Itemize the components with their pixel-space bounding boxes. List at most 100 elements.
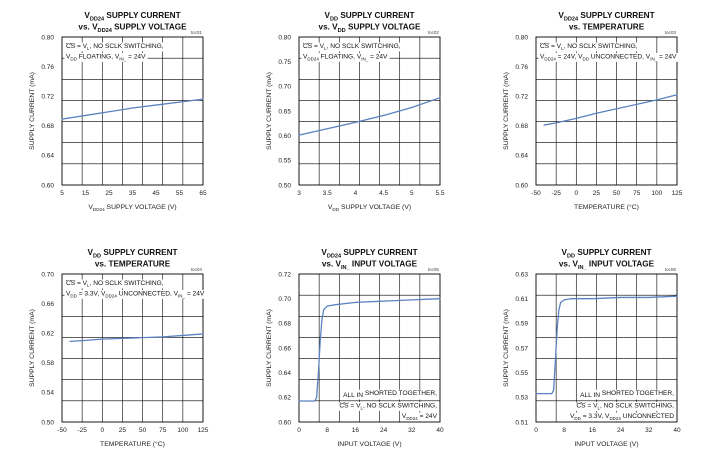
annotation-line: CS = VL, NO SCLK SWITCHING, [339,403,437,411]
x-tick-label: 32 [645,427,653,434]
figure-code: toc03 [665,30,677,35]
x-tick-label: 25 [119,427,127,434]
x-tick-label: 15 [82,190,90,197]
x-tick-label: 8 [325,427,329,434]
y-tick-label: 0.70 [278,84,291,91]
x-tick-label: 55 [176,190,184,197]
annotation-line: CS = VL, NO SCLK SWITCHING, [66,43,164,51]
x-axis-label: INPUT VOLTAGE (V) [574,441,638,448]
y-tick-label: 0.62 [278,395,291,402]
chart-title: VDD24 SUPPLY CURRENT [321,248,417,259]
y-tick-label: 0.60 [278,419,291,426]
figure-code: toc04 [191,267,203,272]
x-tick-label: 5 [60,190,64,197]
chart-annotation: ALL IN SHORTED TOGETHER, CS = VL, NO SCLK… [337,389,440,422]
x-tick-label: 45 [152,190,160,197]
y-tick-label: 0.68 [515,123,528,130]
y-tick-label: 0.64 [515,153,528,160]
x-tick-label: 32 [408,427,416,434]
x-tick-label: 0 [297,427,301,434]
chart-title: vs. VIN_ INPUT VOLTAGE [559,260,655,271]
x-tick-label: -25 [77,427,87,434]
x-tick-label: 0 [100,427,104,434]
y-tick-label: 0.70 [41,271,54,278]
y-tick-label: 0.60 [515,182,528,189]
y-tick-label: 0.54 [41,390,54,397]
y-tick-label: 0.51 [515,419,528,426]
y-tick-label: 0.76 [515,64,528,71]
y-axis-label: SUPPLY CURRENT (mA) [503,72,510,150]
y-tick-label: 0.64 [278,370,291,377]
x-tick-label: 35 [129,190,137,197]
x-tick-label: 25 [105,190,113,197]
y-tick-label: 0.60 [41,182,54,189]
chart-annotation: CS = VL, NO SCLK SWITCHING, VDD24 = 24V, … [538,42,679,62]
chart-annotation: CS = VL, NO SCLK SWITCHING, VDD24 FLOATIN… [301,42,403,62]
x-axis-label: INPUT VOLTAGE (V) [337,441,401,448]
x-tick-label: 5.5 [435,190,444,197]
y-tick-label: 0.75 [278,59,291,66]
y-tick-label: 0.50 [41,419,54,426]
x-tick-label: 16 [352,427,360,434]
x-axis-label: TEMPERATURE (°C) [574,203,639,211]
series-line [298,97,441,136]
chart-annotation: CS = VL, NO SCLK SWITCHING, VDD = 3.3V, V… [64,279,207,299]
annotation-line: VDD24 FLOATING, VIN_ = 24V [303,54,388,62]
chart-title: VDD24 SUPPLY CURRENT [84,11,180,22]
chart-title: VDD SUPPLY CURRENT [562,248,652,259]
y-tick-label: 0.62 [41,331,54,338]
chart-title: vs. TEMPERATURE [569,23,645,32]
y-tick-label: 0.63 [515,271,528,278]
chart-title: vs. VDD SUPPLY VOLTAGE [319,23,421,34]
annotation-line: VDD FLOATING, VIN_ = 24V [66,54,146,62]
x-axis-label: VDD SUPPLY VOLTAGE (V) [328,204,411,212]
x-tick-label: 16 [589,427,597,434]
annotation-line: CS = VL, NO SCLK SWITCHING, [576,403,674,411]
x-tick-label: -25 [551,190,561,197]
series-line [69,333,204,342]
x-tick-label: 8 [562,427,566,434]
y-tick-label: 0.64 [41,153,54,160]
annotation-line: CS = VL, NO SCLK SWITCHING, [540,43,638,51]
y-tick-label: 0.72 [41,94,54,101]
x-tick-label: 65 [199,190,207,197]
figure-code: toc02 [428,30,440,35]
series-line [61,98,204,120]
y-tick-label: 0.68 [278,321,291,328]
figure-code: toc05 [428,267,440,272]
chart-title: VDD24 SUPPLY CURRENT [558,11,654,22]
y-tick-label: 0.70 [278,296,291,303]
y-tick-label: 0.80 [278,34,291,41]
chart-title: vs. VIN_ INPUT VOLTAGE [322,260,418,271]
plot-frame [298,273,441,423]
x-tick-label: -50 [531,190,541,197]
x-tick-label: 40 [436,427,444,434]
x-tick-label: 5 [410,190,414,197]
x-tick-label: 3 [297,190,301,197]
x-tick-label: 4 [354,190,358,197]
chart-vdd-current-vs-vdd-voltage: VDD SUPPLY CURRENT vs. VDD SUPPLY VOLTAGE… [237,0,474,237]
y-tick-label: 0.61 [515,296,528,303]
plot-frame [61,36,204,186]
x-axis-label: TEMPERATURE (°C) [100,440,165,448]
annotation-line: VDD24 = 24V [402,413,438,421]
x-axis-label: VDD24 SUPPLY VOLTAGE (V) [88,204,176,212]
annotation-line: CS = VL, NO SCLK SWITCHING, [66,280,164,288]
annotation-line: VDD24 = 24V, VDD UNCONNECTED, VIN_ = 24V [540,54,677,62]
x-tick-label: 25 [593,190,601,197]
y-tick-label: 0.60 [278,133,291,140]
x-tick-label: 24 [380,427,388,434]
chart-vdd-current-vs-temperature: VDD SUPPLY CURRENT vs. TEMPERATURE toc04 -5… [0,237,237,474]
chart-title: VDD SUPPLY CURRENT [88,248,178,259]
chart-annotation: ALL IN SHORTED TOGETHER, CS = VL, NO SCLK… [568,389,676,422]
x-tick-label: 75 [159,427,167,434]
chart-annotation: CS = VL, NO SCLK SWITCHING, VDD FLOATING,… [64,42,166,62]
y-tick-label: 0.76 [41,64,54,71]
y-tick-label: 0.57 [515,345,528,352]
y-tick-label: 0.72 [515,94,528,101]
